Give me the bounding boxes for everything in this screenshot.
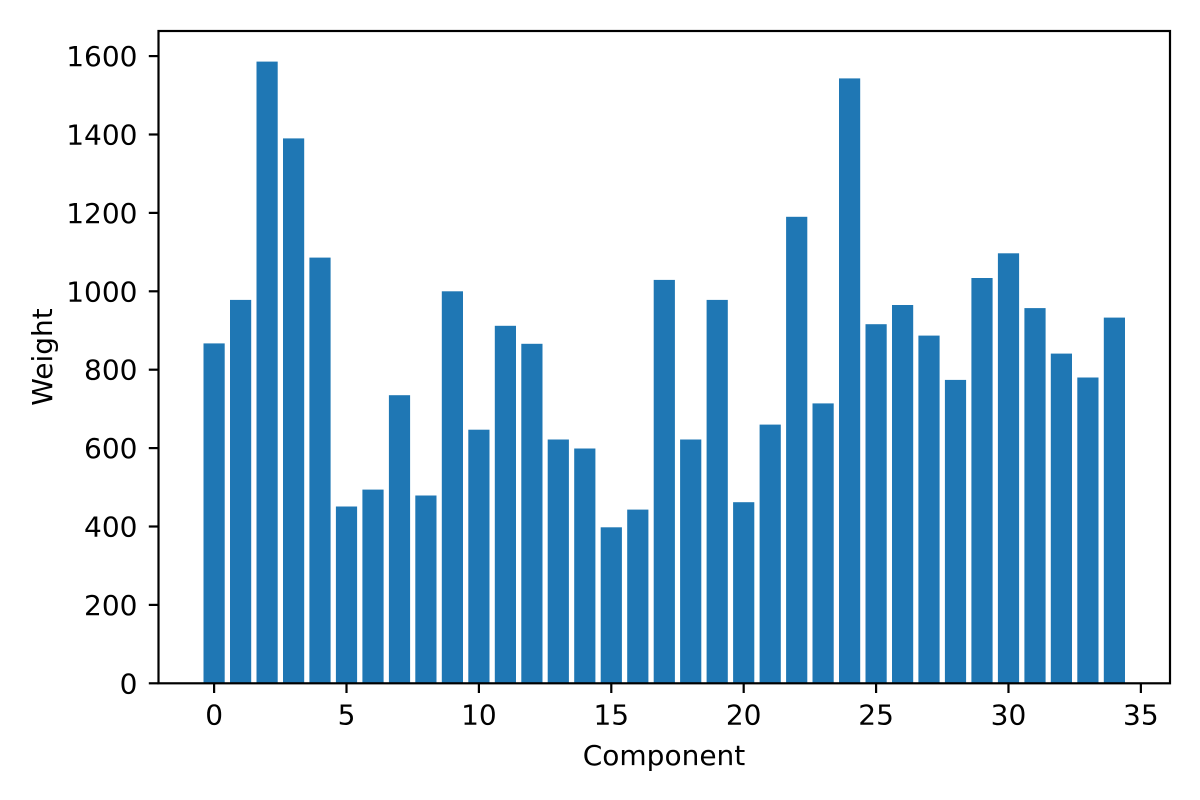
bar-component-4	[309, 257, 331, 684]
bar-component-6	[362, 489, 384, 684]
bar-component-1	[230, 299, 252, 684]
y-tick-label: 200	[84, 589, 137, 622]
bar-component-7	[388, 395, 411, 684]
x-tick-label: 15	[593, 698, 629, 731]
x-axis-label: Component	[582, 739, 746, 772]
x-tick-label: 30	[991, 698, 1027, 731]
x-tick-label: 0	[205, 698, 223, 731]
x-tick-label: 20	[726, 698, 762, 731]
bar-component-9	[441, 291, 463, 684]
bar-component-24	[839, 78, 861, 684]
bar-component-11	[494, 325, 516, 684]
x-tick-label: 25	[858, 698, 894, 731]
y-axis-label: Weight	[26, 308, 59, 406]
y-tick-label: 1600	[66, 40, 137, 73]
bar-component-25	[865, 324, 887, 684]
bar-component-34	[1103, 317, 1125, 684]
bar-component-22	[786, 216, 808, 684]
y-tick-label: 0	[120, 667, 138, 700]
bar-component-27	[918, 335, 940, 684]
y-tick-label: 400	[84, 510, 137, 543]
y-tick-label: 1200	[66, 197, 137, 230]
x-tick-label: 10	[461, 698, 497, 731]
bar-component-12	[521, 343, 543, 684]
y-tick-label: 1400	[66, 118, 137, 151]
bar-component-3	[283, 138, 305, 684]
y-tick-label: 800	[84, 354, 137, 387]
bar-component-13	[547, 439, 569, 684]
y-tick-label: 1000	[66, 275, 137, 308]
bar-component-18	[680, 439, 702, 684]
bar-component-30	[997, 253, 1020, 684]
bar-component-33	[1077, 377, 1099, 684]
bar-component-10	[468, 429, 490, 684]
bar-component-21	[759, 424, 781, 684]
x-tick-label: 35	[1123, 698, 1159, 731]
bar-component-15	[600, 527, 622, 684]
bar-component-19	[706, 299, 728, 684]
bar-component-5	[335, 506, 358, 684]
axes-spines	[157, 29, 1172, 685]
bar-component-0	[203, 343, 225, 684]
bar-component-16	[627, 509, 649, 684]
bar-component-28	[944, 379, 967, 684]
bar-component-20	[733, 502, 755, 684]
x-tick-label: 5	[338, 698, 356, 731]
bar-component-14	[574, 448, 596, 684]
bar-component-17	[653, 279, 675, 684]
bar-component-31	[1024, 308, 1046, 684]
y-tick-label: 600	[84, 432, 137, 465]
bar-component-32	[1050, 353, 1072, 684]
bar-component-2	[256, 61, 278, 684]
bar-component-26	[892, 305, 914, 684]
bar-component-29	[971, 278, 993, 684]
bar-component-23	[812, 403, 834, 684]
bar-component-8	[415, 495, 437, 684]
